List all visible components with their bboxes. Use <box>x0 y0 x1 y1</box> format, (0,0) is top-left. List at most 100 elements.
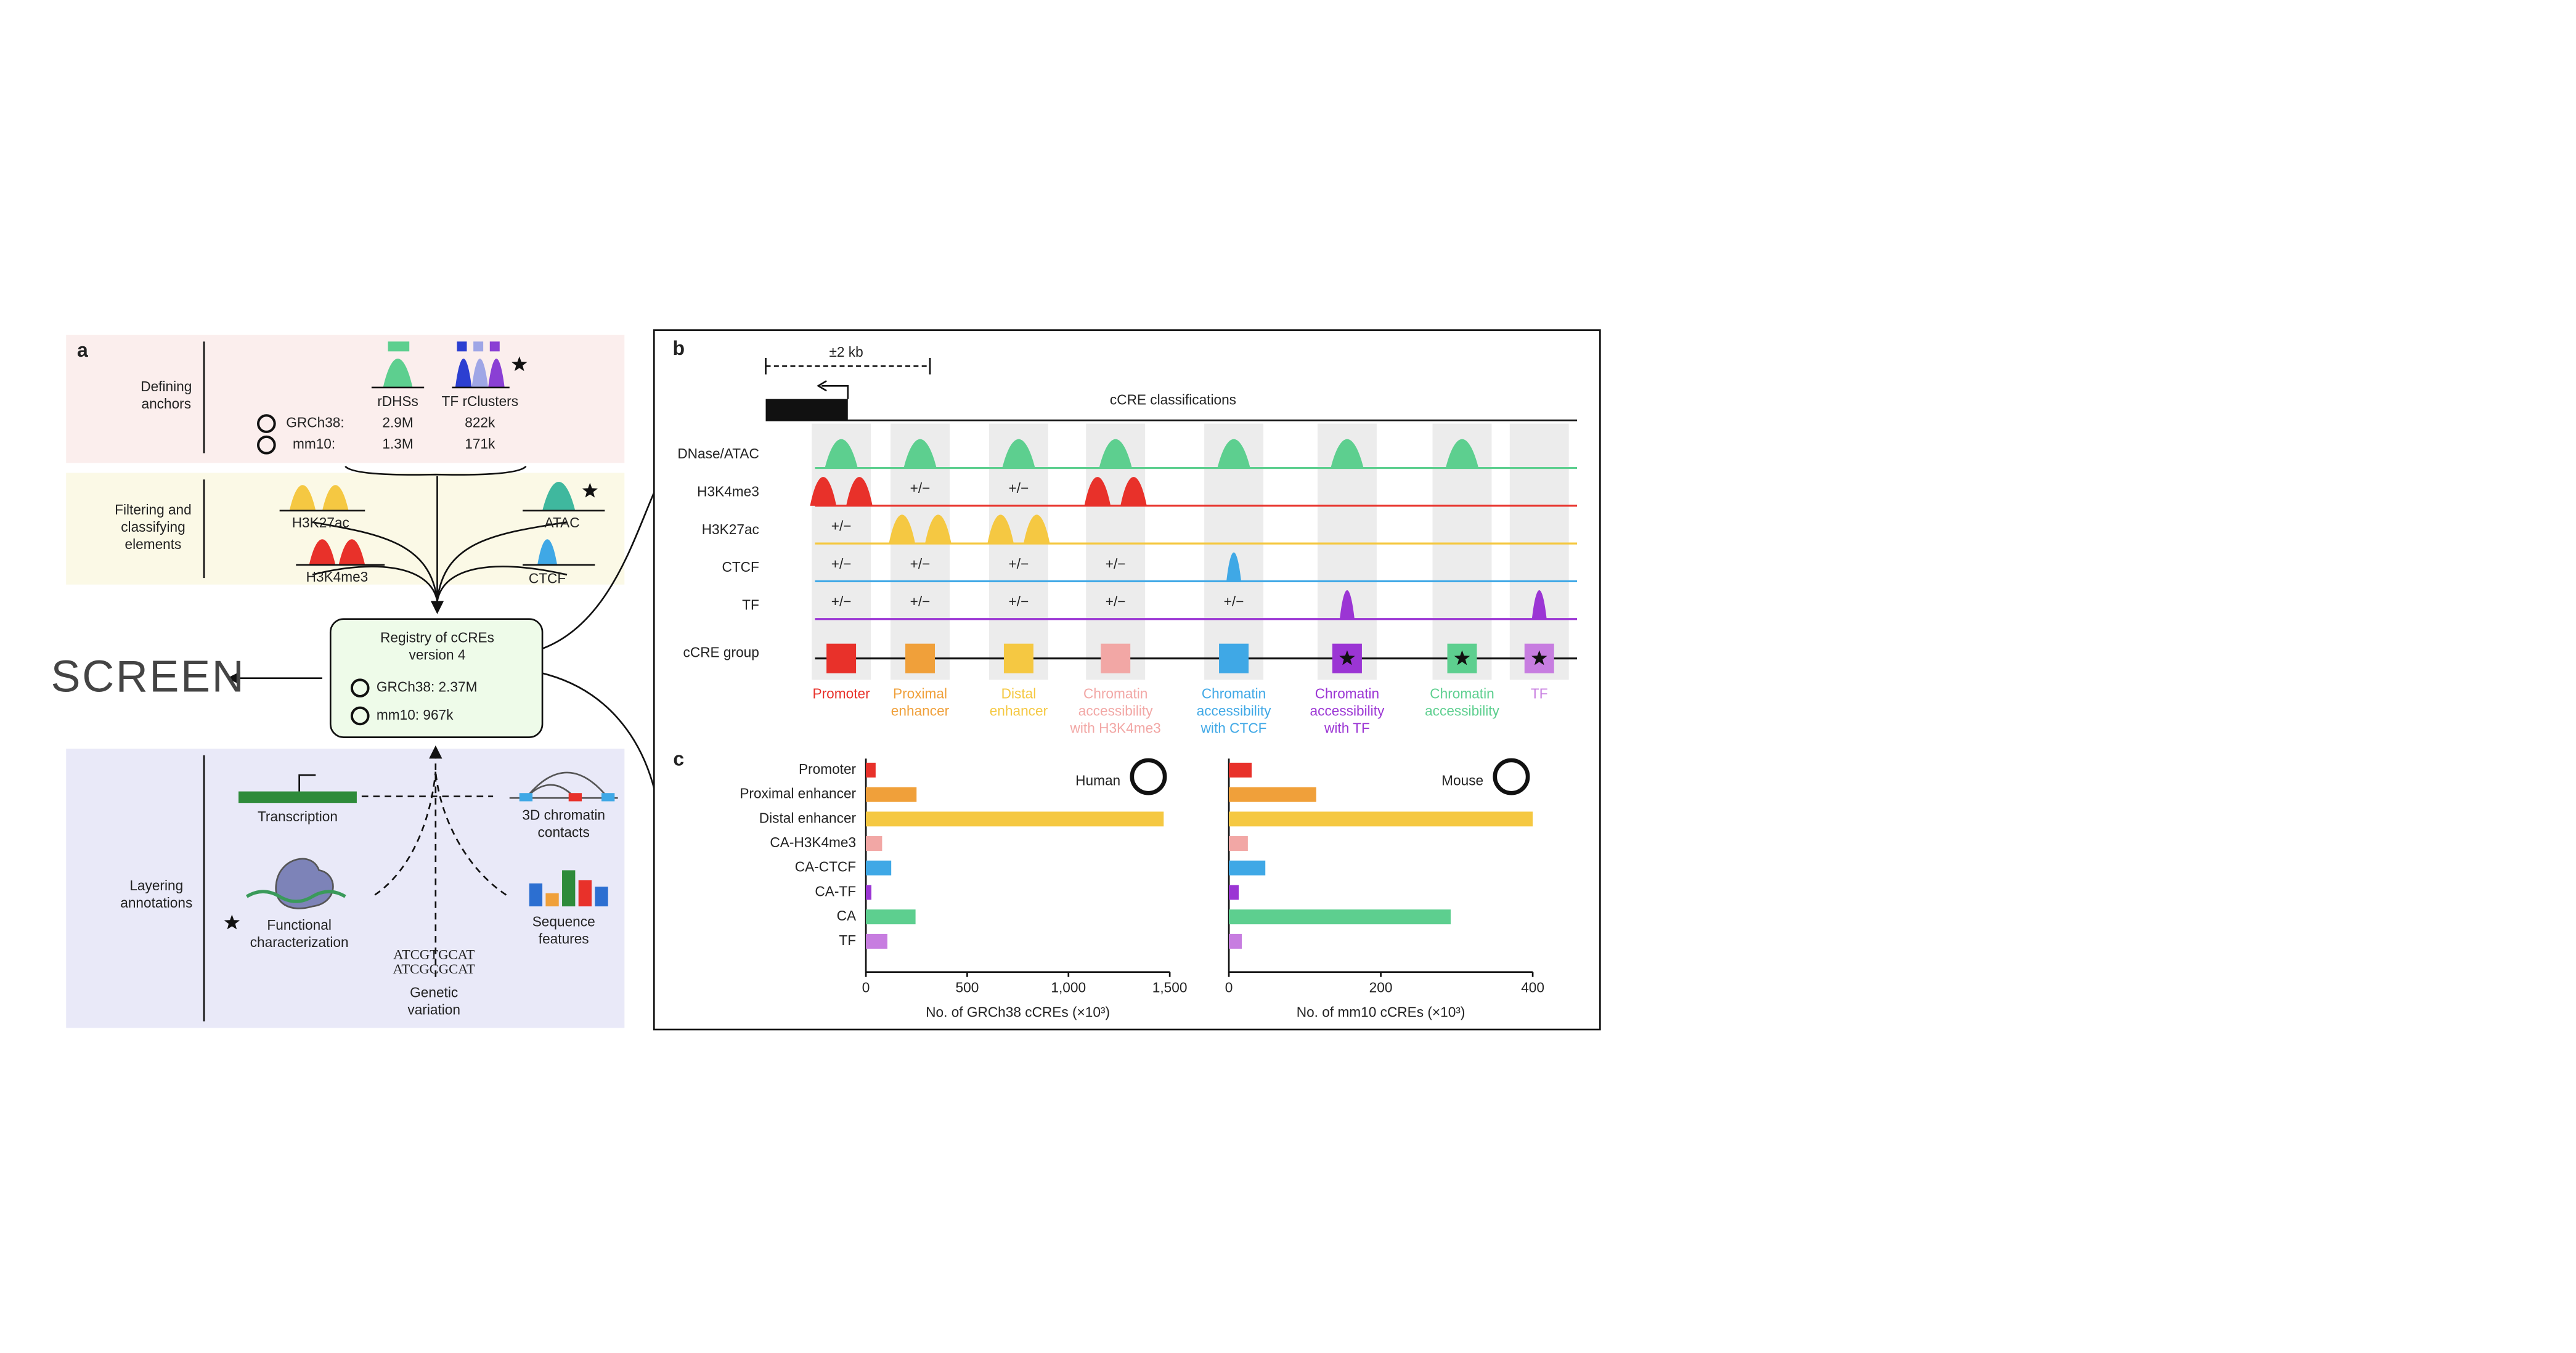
peak <box>1217 439 1250 468</box>
screen-logo: SCREEN <box>51 652 246 701</box>
group-square <box>1219 643 1249 673</box>
group-square <box>826 643 857 673</box>
peak <box>1120 477 1147 506</box>
x-tick-label: 500 <box>956 979 979 995</box>
x-axis-label: No. of mm10 cCREs (×10³) <box>1297 1004 1465 1020</box>
brace <box>344 465 527 476</box>
peak <box>383 359 413 388</box>
label: Promoter <box>813 685 871 701</box>
label: 1.3M <box>382 436 413 452</box>
bar <box>1229 909 1451 925</box>
anchor-icon <box>457 341 467 352</box>
group-square <box>905 643 935 673</box>
label: +/− <box>831 556 852 572</box>
label: with TF <box>1324 720 1370 736</box>
label: rDHSs <box>377 393 418 409</box>
anchor-icon <box>489 341 500 352</box>
label: classifying <box>121 519 185 535</box>
peak <box>537 539 558 565</box>
tss-arrow <box>817 380 827 392</box>
species-icon <box>350 678 370 697</box>
dna-icon <box>245 890 346 903</box>
label: DNase/ATAC <box>677 445 759 461</box>
star-icon <box>1454 650 1470 665</box>
label: Genetic <box>410 984 458 1000</box>
label: enhancer <box>891 702 950 718</box>
bar <box>866 762 876 778</box>
peak <box>289 485 316 511</box>
bar <box>866 909 916 925</box>
x-axis-label: No. of GRCh38 cCREs (×10³) <box>926 1004 1110 1020</box>
x-tick-label: 0 <box>862 979 870 995</box>
species-label: Mouse <box>1441 773 1483 789</box>
label: CTCF <box>529 571 566 587</box>
contacts-icon <box>568 793 582 802</box>
label: CTCF <box>722 559 759 575</box>
peak <box>471 359 489 388</box>
label: TF <box>1531 685 1548 701</box>
label: Registry of cCREs <box>380 630 494 646</box>
label: Functional <box>267 917 331 933</box>
peak <box>542 482 576 511</box>
label: +/− <box>1106 593 1126 609</box>
label: contacts <box>538 824 590 840</box>
connector <box>542 672 655 789</box>
bar <box>1229 933 1242 949</box>
peak <box>1331 439 1364 468</box>
peak <box>1531 590 1547 619</box>
label: features <box>539 931 589 947</box>
peak <box>1002 439 1035 468</box>
peak <box>1084 477 1111 506</box>
contacts-icon <box>601 793 615 802</box>
anchors-box <box>66 335 625 463</box>
label: characterization <box>250 934 349 950</box>
species-icon <box>1130 758 1167 795</box>
bar <box>866 811 1164 827</box>
peak <box>1023 514 1050 544</box>
bar <box>1229 762 1252 778</box>
bar <box>1229 811 1533 827</box>
converging-lines <box>312 476 568 601</box>
y-tick-label: Proximal enhancer <box>740 786 856 802</box>
logo-icon <box>529 883 543 907</box>
label: Chromatin <box>1430 685 1494 701</box>
star-icon <box>511 356 528 372</box>
logo-icon <box>595 887 608 907</box>
transcription-icon <box>238 791 357 803</box>
label: annotations <box>120 895 192 911</box>
peak <box>1339 590 1355 619</box>
label: enhancer <box>990 702 1048 718</box>
y-tick-label: CA-H3K4me3 <box>770 834 856 850</box>
peak <box>810 477 837 506</box>
arrowhead <box>429 745 442 759</box>
column-band <box>1509 423 1569 680</box>
x-tick-label: 1,000 <box>1051 979 1086 995</box>
peak <box>925 514 952 544</box>
label: with H3K4me3 <box>1070 720 1161 736</box>
peak <box>455 359 472 388</box>
anchor-icon <box>473 341 484 352</box>
label: H3K4me3 <box>306 569 369 585</box>
arrowhead <box>430 601 444 614</box>
registry-box <box>329 618 544 738</box>
label: +/− <box>831 593 852 609</box>
logo-icon <box>545 893 559 907</box>
star-icon <box>224 914 240 930</box>
star-icon <box>582 482 598 498</box>
label: 822k <box>465 415 495 431</box>
label: H3K27ac <box>292 514 349 530</box>
y-tick-label: CA-CTCF <box>795 859 856 875</box>
label: Defining <box>141 378 192 394</box>
bar <box>866 885 871 900</box>
protein-icon <box>275 858 334 909</box>
peak <box>987 514 1014 544</box>
label: ATCGTGCAT <box>393 946 475 962</box>
label: ±2 kb <box>829 344 863 360</box>
contacts-icon <box>519 793 533 802</box>
label: Sequence <box>532 914 595 930</box>
label: H3K27ac <box>702 521 759 537</box>
bar <box>866 836 882 851</box>
peak <box>488 359 505 388</box>
panel-frame <box>653 329 1601 1031</box>
